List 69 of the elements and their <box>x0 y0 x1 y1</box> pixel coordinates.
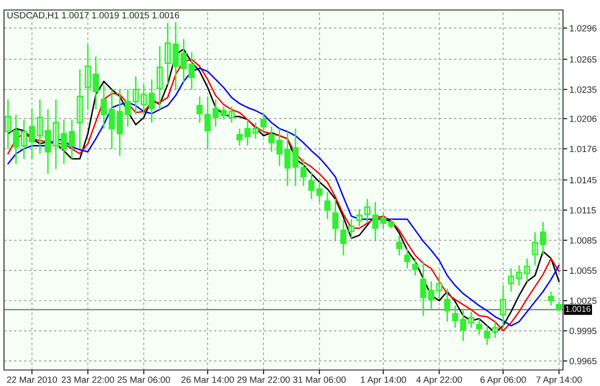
y-tick-label: 1.0265 <box>570 56 596 63</box>
candlestick <box>324 191 331 220</box>
ref-line-label: 1.0016 <box>566 306 590 312</box>
candlestick <box>444 288 450 322</box>
candlestick <box>540 221 546 256</box>
x-tick-label: 22 Mar 2010 <box>7 376 57 383</box>
candlestick <box>300 158 307 187</box>
x-tick-label: 1 Apr 14:00 <box>360 376 406 385</box>
candlestick <box>268 126 275 152</box>
y-tick-label: 0.9965 <box>570 358 596 364</box>
candlestick <box>332 198 338 242</box>
y-tick-label: 1.0176 <box>570 146 596 152</box>
y-tick-label: 1.0055 <box>570 267 596 274</box>
candlestick <box>60 118 67 165</box>
y-tick-label: 1.0235 <box>570 86 596 93</box>
y-tick-label: 1.0025 <box>570 298 596 304</box>
candlestick <box>484 325 490 346</box>
candlestick <box>228 106 235 124</box>
candlestick <box>260 112 267 132</box>
x-tick-label: 4 Apr 22:00 <box>416 376 462 385</box>
candlestick <box>292 128 299 187</box>
candlestick <box>476 318 482 336</box>
candlestick <box>12 114 20 165</box>
candlestick <box>412 258 418 276</box>
y-tick-label: 1.0085 <box>570 237 596 244</box>
candlestick <box>516 264 522 286</box>
candlestick <box>508 268 514 292</box>
candlestick <box>396 234 402 256</box>
candlestick <box>316 181 323 203</box>
x-tick-label: 25 Mar 06:00 <box>118 376 170 383</box>
candlestick <box>20 118 28 160</box>
candlestick <box>156 46 163 110</box>
candlestick <box>212 98 219 128</box>
x-tick-label: 7 Apr 14:00 <box>536 376 582 385</box>
candlestick <box>500 284 506 328</box>
candlestick <box>28 108 36 160</box>
candlestick <box>252 122 259 140</box>
candlestick <box>220 106 227 120</box>
candlestick <box>276 128 283 167</box>
candlestick <box>532 232 538 266</box>
candlestick <box>204 96 211 150</box>
x-tick-label: 23 Mar 22:00 <box>62 376 114 383</box>
candlestick <box>36 98 44 154</box>
x-tick-label: 6 Apr 06:00 <box>480 376 526 385</box>
y-tick-label: 0.9995 <box>570 328 596 334</box>
candlestick <box>308 171 315 200</box>
y-tick-label: 1.0115 <box>570 207 596 214</box>
candlestick <box>52 98 59 170</box>
y-tick-label: 1.0296 <box>570 25 596 32</box>
candlestick <box>68 118 75 160</box>
candlestick <box>340 218 346 256</box>
x-tick-label: 31 Mar 06:00 <box>293 376 346 383</box>
candlestick <box>284 130 291 187</box>
candlestick <box>548 290 554 306</box>
candlestick <box>244 118 251 146</box>
candlestick <box>524 258 530 282</box>
candlestick <box>404 248 410 270</box>
chart-title: USDCAD,H1 1.0017 1.0019 1.0015 1.0016 <box>7 12 180 20</box>
candlestick <box>236 128 243 146</box>
y-tick-label: 1.0206 <box>570 116 596 122</box>
candlestick <box>356 208 362 227</box>
y-tick-label: 1.0145 <box>570 176 596 184</box>
candlestick <box>44 108 52 175</box>
candlestick <box>348 218 354 239</box>
candlestick <box>492 321 498 339</box>
x-tick-label: 29 Mar 22:00 <box>237 376 290 383</box>
candlestick <box>76 68 83 150</box>
candlestick <box>196 96 203 124</box>
x-tick-label: 26 Mar 14:00 <box>181 376 234 383</box>
